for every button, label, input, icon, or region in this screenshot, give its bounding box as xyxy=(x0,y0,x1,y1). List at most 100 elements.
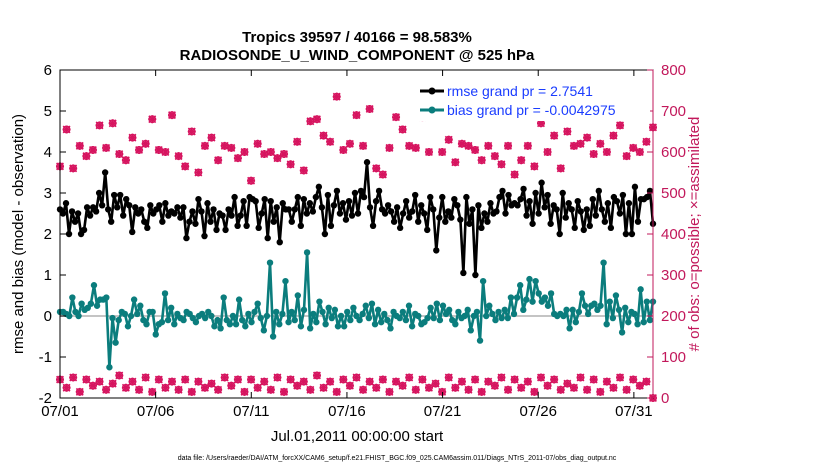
obs-assimilated-marker xyxy=(333,388,341,396)
obs_possible_lower-point xyxy=(583,386,591,394)
bias-point xyxy=(310,311,316,317)
obs-assimilated-marker xyxy=(465,386,473,394)
obs_possible_upper-point xyxy=(82,152,90,160)
obs-assimilated-marker xyxy=(616,121,624,129)
rmse-point xyxy=(529,221,535,227)
obs_possible_upper-point xyxy=(247,177,255,185)
rmse-point xyxy=(457,216,463,222)
obs_possible_upper-point xyxy=(326,138,334,146)
obs_possible_lower-point xyxy=(425,384,433,392)
obs_possible_lower-point xyxy=(142,374,150,382)
obs-assimilated-marker xyxy=(96,121,104,129)
obs_possible_lower-point xyxy=(405,374,413,382)
obs-assimilated-marker xyxy=(609,384,617,392)
bias-point xyxy=(301,307,307,313)
obs_possible_lower-point xyxy=(313,371,321,379)
bias-point xyxy=(335,323,341,329)
obs-assimilated-marker xyxy=(392,378,400,386)
obs-assimilated-marker xyxy=(557,164,565,172)
obs_possible_upper-point xyxy=(161,148,169,156)
rmse-point xyxy=(144,225,150,231)
bias-point xyxy=(381,311,387,317)
rmse-point xyxy=(295,194,301,200)
obs_possible_upper-point xyxy=(616,121,624,129)
obs_possible_upper-point xyxy=(96,121,104,129)
obs-assimilated-marker xyxy=(438,148,446,156)
rmse-point xyxy=(243,223,249,229)
obs_possible_lower-point xyxy=(445,374,453,382)
x-tick-label: 07/11 xyxy=(233,403,269,420)
bias-point xyxy=(591,301,597,307)
bias-point xyxy=(477,337,483,343)
obs_possible_lower-point xyxy=(102,386,110,394)
obs_possible_lower-point xyxy=(504,386,512,394)
bias-point xyxy=(366,315,372,321)
obs_possible_lower-point xyxy=(603,378,611,386)
obs-assimilated-marker xyxy=(201,142,209,150)
obs-assimilated-marker xyxy=(168,111,176,119)
obs_possible_upper-point xyxy=(122,156,130,164)
obs-assimilated-marker xyxy=(188,388,196,396)
bias-point xyxy=(125,323,131,329)
bias-point xyxy=(363,303,369,309)
obs_possible_upper-point xyxy=(412,144,420,152)
rmse-point xyxy=(526,198,532,204)
obs_possible_upper-point xyxy=(254,140,262,148)
bias-point xyxy=(641,319,647,325)
obs-assimilated-marker xyxy=(359,386,367,394)
obs_possible_lower-point xyxy=(240,388,248,396)
obs-assimilated-marker xyxy=(115,150,123,158)
obs-assimilated-marker xyxy=(465,142,473,150)
obs-assimilated-marker xyxy=(208,134,216,142)
obs_possible_lower-point xyxy=(636,382,644,390)
rmse-point xyxy=(463,194,469,200)
obs-assimilated-marker xyxy=(142,374,150,382)
obs-assimilated-marker xyxy=(557,386,565,394)
rmse-point xyxy=(569,206,575,212)
bias-point xyxy=(517,282,523,288)
obs_possible_lower-point xyxy=(306,386,314,394)
legend: rmse grand pr = 2.7541 bias grand pr = -… xyxy=(418,79,650,121)
bias-point xyxy=(285,319,291,325)
bias-point xyxy=(576,309,582,315)
rmse-point xyxy=(319,204,325,210)
obs-assimilated-marker xyxy=(326,138,334,146)
bias-point xyxy=(536,290,542,296)
obs_possible_upper-point xyxy=(425,148,433,156)
rmse-point xyxy=(493,208,499,214)
obs-assimilated-marker xyxy=(366,105,374,113)
bias-point xyxy=(270,333,276,339)
rmse-point xyxy=(448,214,454,220)
obs_possible_lower-point xyxy=(273,374,281,382)
rmse-point xyxy=(87,212,93,218)
bias-point xyxy=(233,321,239,327)
obs_possible_upper-point xyxy=(504,142,512,150)
obs-assimilated-marker xyxy=(208,380,216,388)
obs_possible_lower-point xyxy=(359,386,367,394)
obs_possible_lower-point xyxy=(69,374,77,382)
obs_possible_upper-point xyxy=(596,140,604,148)
obs_possible_upper-point xyxy=(438,148,446,156)
bias-point xyxy=(165,317,171,323)
rmse-point xyxy=(400,210,406,216)
rmse-point xyxy=(541,204,547,210)
bias-point xyxy=(644,298,650,304)
obs_possible_lower-point xyxy=(550,376,558,384)
obs_possible_upper-point xyxy=(208,134,216,142)
bias-point xyxy=(227,321,233,327)
rmse-point xyxy=(298,223,304,229)
y-tick-label: 4 xyxy=(44,144,52,161)
bias-point xyxy=(427,305,433,311)
obs_possible_upper-point xyxy=(227,144,235,152)
obs-assimilated-marker xyxy=(603,378,611,386)
bias-point xyxy=(137,303,143,309)
obs_possible_lower-point xyxy=(181,376,189,384)
bias-point xyxy=(542,294,548,300)
bias-point xyxy=(610,315,616,321)
bias-point xyxy=(526,276,532,282)
obs_possible_lower-point xyxy=(333,388,341,396)
y-tick-label: 5 xyxy=(44,103,52,120)
obs-assimilated-marker xyxy=(359,142,367,150)
rmse-point xyxy=(430,206,436,212)
bias-point xyxy=(545,303,551,309)
